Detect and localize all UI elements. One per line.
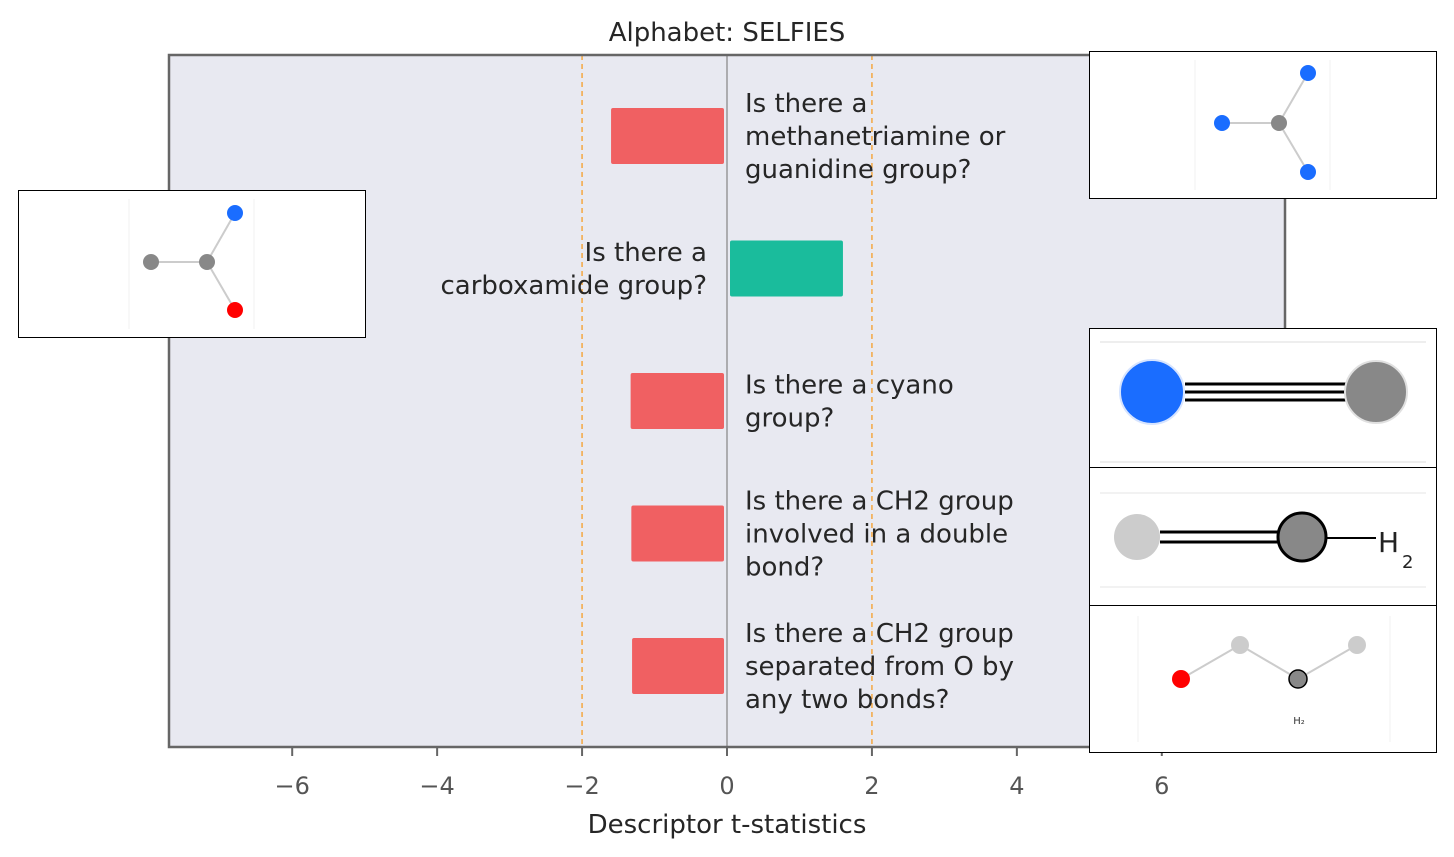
bar-label: any two bonds? bbox=[745, 685, 949, 715]
bar-label: Is there a CH2 group bbox=[745, 487, 1014, 517]
ch2-separated-o-molecule-icon: H₂ bbox=[1137, 616, 1391, 742]
x-tick-label: −6 bbox=[274, 772, 309, 800]
hydrogen-label: H₂ bbox=[1293, 716, 1305, 727]
bar-label: Is there a cyano bbox=[745, 371, 954, 401]
cyano-molecule-icon bbox=[1100, 341, 1426, 463]
bar bbox=[611, 108, 724, 164]
ch2-separated-o-molecule-box: H₂ bbox=[1089, 605, 1437, 753]
methanetriamine-molecule-icon bbox=[1194, 60, 1331, 190]
carboxamide-molecule-icon bbox=[128, 199, 255, 329]
x-tick-label: 4 bbox=[1009, 772, 1024, 800]
hydrogen-subscript: 2 bbox=[1402, 552, 1413, 573]
bar bbox=[730, 240, 843, 297]
bar-label: Is there a bbox=[745, 89, 867, 119]
bar-label: group? bbox=[745, 404, 834, 434]
x-tick-label: −4 bbox=[419, 772, 454, 800]
x-tick-label: 2 bbox=[864, 772, 879, 800]
bar-label: Is there a CH2 group bbox=[745, 619, 1014, 649]
carboxamide-molecule-box bbox=[18, 190, 366, 338]
bar-label: bond? bbox=[745, 553, 824, 583]
bar-label: Is there a bbox=[585, 238, 707, 268]
bar-label: separated from O by bbox=[745, 652, 1014, 682]
ch2-double-bond-molecule-box: H 2 bbox=[1089, 467, 1437, 607]
bar bbox=[630, 373, 724, 429]
cyano-molecule-box bbox=[1089, 328, 1437, 468]
ch2-double-bond-molecule-icon: H 2 bbox=[1100, 492, 1426, 588]
chart-title: Alphabet: SELFIES bbox=[609, 18, 846, 48]
x-tick-label: 6 bbox=[1154, 772, 1169, 800]
bar bbox=[631, 505, 724, 562]
bar-label: guanidine group? bbox=[745, 155, 971, 185]
x-axis-label: Descriptor t-statistics bbox=[588, 810, 867, 840]
bar-label: carboxamide group? bbox=[441, 271, 707, 301]
x-tick-label: −2 bbox=[564, 772, 599, 800]
bar-label: methanetriamine or bbox=[745, 122, 1006, 152]
bar bbox=[632, 638, 724, 694]
x-tick-label: 0 bbox=[719, 772, 734, 800]
hydrogen-label: H bbox=[1378, 526, 1399, 559]
bar-label: involved in a double bbox=[745, 520, 1008, 550]
methanetriamine-molecule-box bbox=[1089, 51, 1437, 199]
